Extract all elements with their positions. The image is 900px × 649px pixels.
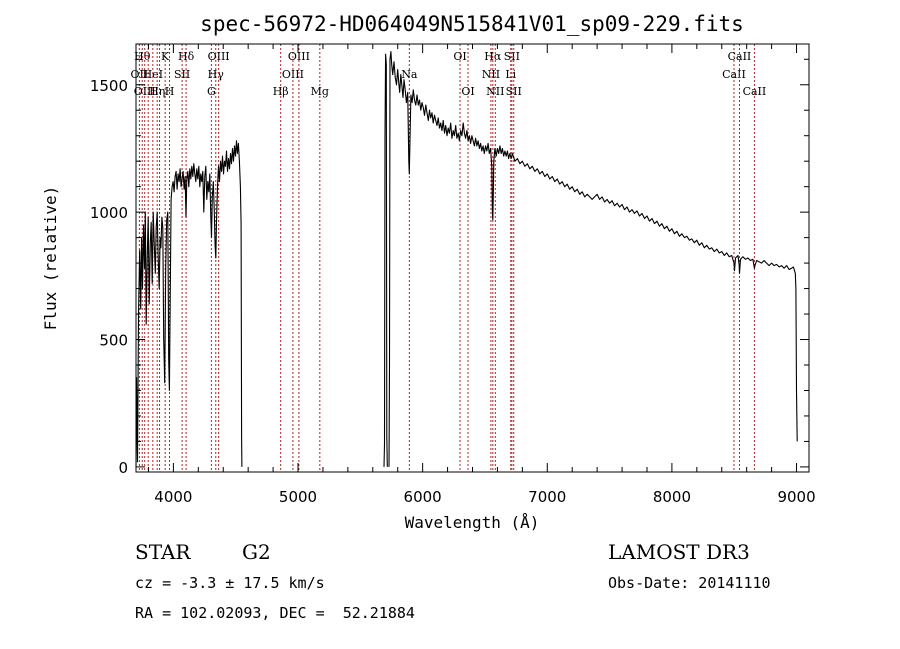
y-axis-ticks: 0 500 1000 1500	[90, 58, 809, 477]
line-marker-label-8: H	[165, 85, 175, 98]
line-marker-label-16: OIII	[288, 50, 310, 63]
object-class: STAR	[135, 540, 191, 564]
flux-series	[135, 51, 798, 467]
x-tick-label-1: 5000	[279, 488, 317, 506]
x-tick-label-4: 8000	[653, 488, 691, 506]
object-subclass: G2	[242, 540, 271, 564]
x-tick-label-2: 6000	[404, 488, 442, 506]
line-marker-label-9: SII	[174, 68, 190, 81]
x-axis-label: Wavelength (Å)	[405, 513, 540, 532]
line-marker-label-26: SII	[506, 85, 522, 98]
line-marker-label-28: CaII	[728, 50, 752, 63]
line-marker-label-2: OIII	[134, 85, 156, 98]
line-marker-label-29: CaII	[743, 85, 767, 98]
line-marker-label-12: Hγ	[208, 68, 225, 81]
spectral-line-markers: OIIHθOIIIHeIHηKHSIIHδGHγOIIIHβOIIIOIIIMg…	[131, 44, 767, 472]
line-marker-label-14: Hβ	[273, 85, 289, 98]
x-tick-label-5: 9000	[777, 488, 815, 506]
line-marker-label-13: OIII	[208, 50, 230, 63]
line-marker-label-22: Hα	[484, 50, 502, 63]
x-tick-label-0: 4000	[154, 488, 192, 506]
line-marker-label-17: Mg	[311, 85, 329, 98]
line-marker-label-23: NII	[486, 85, 504, 98]
y-tick-label-0: 0	[118, 459, 128, 477]
y-tick-label-2: 1000	[90, 204, 128, 222]
observation-date: Obs-Date: 20141110	[608, 574, 771, 592]
line-marker-label-21: NII	[482, 68, 500, 81]
ra-dec: RA = 102.02093, DEC = 52.21884	[135, 604, 415, 622]
line-marker-label-0: OII	[131, 68, 149, 81]
flux-segment-0-1	[383, 53, 388, 467]
line-marker-label-25: SII	[504, 50, 520, 63]
chart-title: spec-56972-HD064049N515841V01_sp09-229.f…	[200, 12, 744, 36]
line-marker-label-18: Na	[401, 68, 418, 81]
y-tick-label-3: 1500	[90, 77, 128, 95]
flux-segment-0-2	[388, 51, 798, 467]
line-marker-label-10: Hδ	[178, 50, 195, 63]
line-marker-label-19: OI	[453, 50, 466, 63]
line-marker-label-5: Hη	[149, 85, 165, 98]
plot-frame	[135, 43, 810, 473]
y-tick-label-1: 500	[99, 332, 128, 350]
line-marker-label-15: OIII	[282, 68, 304, 81]
redshift-cz: cz = -3.3 ± 17.5 km/s	[135, 574, 325, 592]
x-tick-label-3: 7000	[528, 488, 566, 506]
line-marker-label-7: K	[161, 50, 170, 63]
x-axis-ticks: 4000 5000 6000 7000 8000 9000	[147, 44, 816, 506]
line-marker-label-24: Li	[505, 68, 516, 81]
survey-name: LAMOST DR3	[608, 540, 750, 564]
line-marker-label-20: OI	[461, 85, 474, 98]
flux-segment-0-0	[135, 140, 243, 467]
line-marker-label-4: HeI	[143, 68, 163, 81]
line-marker-label-11: G	[207, 85, 216, 98]
line-marker-label-27: CaII	[722, 68, 746, 81]
y-axis-label: Flux (relative)	[41, 186, 60, 331]
